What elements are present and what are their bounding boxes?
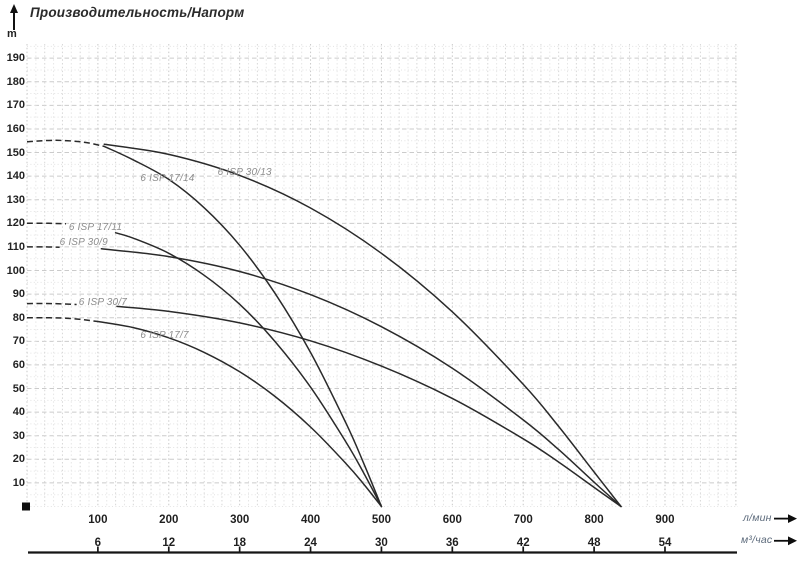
curve-label: 6 ISP 30/9 [59, 237, 108, 249]
curve-dashed-6-isp-17-14 [26, 139, 105, 148]
x-tick-label-lmin: 800 [584, 514, 604, 526]
curve-6-isp-30-13 [103, 143, 622, 508]
curve-dashed-6-isp-30-7 [26, 302, 77, 306]
curve-6-isp-17-11 [114, 232, 383, 508]
y-tick-label: 10 [12, 476, 25, 489]
y-tick-label: 80 [12, 311, 25, 324]
x-tick-label-lmin: 700 [513, 514, 533, 526]
grid-lines [26, 44, 738, 507]
curve-dashed-6-isp-17-11 [26, 222, 67, 225]
curve-dashed-6-isp-17-7 [26, 316, 98, 323]
curve-label: 6 ISP 17/14 [140, 173, 195, 185]
y-tick-label: 180 [6, 75, 25, 88]
curve-label: 6 ISP 30/13 [217, 167, 272, 179]
x-tick-label-m3h: 30 [375, 537, 388, 549]
axis-decorations [22, 502, 797, 554]
y-tick-label: 50 [12, 382, 25, 395]
y-axis-unit-label: m [7, 28, 17, 40]
x-tick-label-lmin: 500 [371, 514, 392, 526]
curve-6-isp-17-14 [103, 145, 383, 508]
x-axis-primary-unit-label: л/мин [743, 512, 772, 524]
x-tick-label-m3h: 18 [233, 537, 247, 549]
curve-label: 6 ISP 17/11 [68, 221, 123, 233]
x-tick-label-lmin: 900 [655, 514, 675, 526]
x-axis-secondary-unit-label: м³/час [741, 534, 773, 546]
x-tick-label-m3h: 6 [94, 537, 102, 549]
y-tick-label: 60 [12, 358, 25, 371]
x-tick-label-lmin: 600 [442, 514, 462, 526]
chart-title: Производительность/Напорм [30, 5, 245, 20]
curve-label: 6 ISP 30/7 [78, 296, 128, 308]
x-tick-label-m3h: 36 [445, 537, 459, 549]
x-tick-label-lmin: 100 [88, 514, 108, 526]
x-tick-label-m3h: 48 [587, 537, 601, 549]
x-tick-label-m3h: 24 [304, 537, 317, 549]
y-tick-label: 40 [12, 406, 25, 419]
y-tick-label: 150 [6, 146, 25, 159]
curve-6-isp-30-9 [100, 248, 622, 508]
y-tick-label: 190 [6, 52, 25, 65]
x-tick-label-m3h: 54 [658, 537, 672, 549]
curve-label: 6 ISP 17/7 [140, 330, 189, 342]
y-tick-label: 170 [6, 99, 25, 112]
y-tick-label: 140 [6, 170, 25, 183]
y-tick-label: 20 [12, 453, 25, 466]
x-tick-label-lmin: 200 [159, 514, 179, 526]
y-tick-label: 30 [12, 429, 25, 442]
x-tick-label-m3h: 42 [516, 537, 530, 549]
flow-axis-arrow-icon [788, 514, 797, 523]
x-tick-label-lmin: 300 [230, 514, 250, 526]
y-tick-label: 70 [12, 335, 25, 348]
y-tick-label: 120 [6, 217, 25, 230]
pump-curves [26, 139, 622, 508]
y-tick-label: 130 [6, 193, 25, 206]
y-tick-label: 160 [6, 122, 25, 135]
flow-axis-arrow-icon [788, 536, 797, 546]
y-tick-label: 90 [12, 288, 25, 301]
y-tick-label: 110 [7, 240, 25, 253]
y-tick-label: 100 [6, 264, 25, 277]
x-tick-label-m3h: 12 [162, 537, 176, 549]
curve-6-isp-30-7 [116, 305, 622, 508]
head-axis-arrow-icon [10, 4, 18, 30]
curve-6-isp-17-7 [97, 320, 383, 508]
origin-marker [22, 502, 30, 511]
x-tick-label-lmin: 400 [300, 514, 321, 526]
